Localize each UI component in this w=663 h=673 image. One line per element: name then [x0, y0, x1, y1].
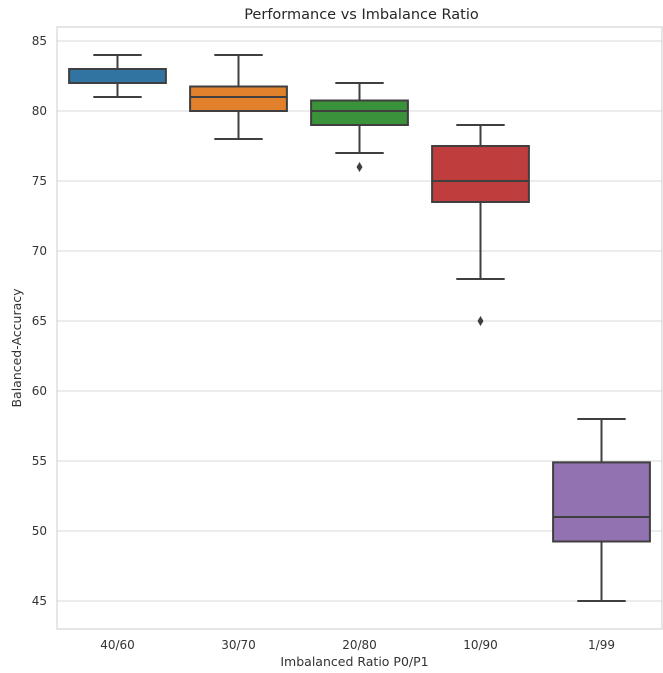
outlier-point [356, 162, 363, 172]
y-tick-label: 65 [32, 314, 47, 328]
y-tick-label: 55 [32, 454, 47, 468]
box-30-70 [189, 54, 288, 140]
box-body [431, 145, 530, 203]
x-tick-label: 1/99 [588, 638, 615, 652]
gridlines [57, 40, 662, 602]
y-tick-label: 80 [32, 104, 47, 118]
box-body [68, 68, 167, 84]
box-40-60 [68, 54, 167, 98]
chart-title: Performance vs Imbalance Ratio [244, 7, 479, 23]
y-tick-label: 75 [32, 174, 47, 188]
plot-frame [56, 26, 663, 630]
boxes [68, 54, 651, 602]
y-axis-label: Balanced-Accuracy [9, 288, 24, 408]
box-10-90 [431, 124, 530, 326]
box-1-99 [552, 418, 651, 602]
x-tick-label: 10/90 [463, 638, 498, 652]
y-tick-label: 70 [32, 244, 47, 258]
y-tick-label: 85 [32, 34, 47, 48]
x-tick-labels: 40/60 30/70 20/80 10/90 1/99 [100, 638, 615, 652]
box-body [552, 461, 651, 543]
outlier-point [477, 316, 484, 326]
y-tick-labels: 45 50 55 60 65 70 75 80 85 [32, 34, 47, 608]
y-tick-label: 50 [32, 524, 47, 538]
box-body [310, 99, 409, 126]
y-tick-label: 60 [32, 384, 47, 398]
x-tick-label: 40/60 [100, 638, 135, 652]
x-axis-label: Imbalanced Ratio P0/P1 [280, 654, 428, 669]
x-tick-label: 20/80 [342, 638, 377, 652]
box-body [189, 85, 288, 112]
x-tick-label: 30/70 [221, 638, 256, 652]
y-tick-label: 45 [32, 594, 47, 608]
box-20-80 [310, 82, 409, 172]
